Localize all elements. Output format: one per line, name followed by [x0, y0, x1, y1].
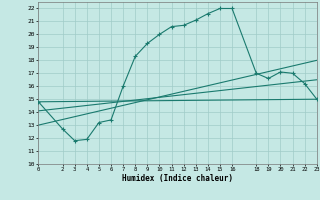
X-axis label: Humidex (Indice chaleur): Humidex (Indice chaleur) — [122, 174, 233, 183]
